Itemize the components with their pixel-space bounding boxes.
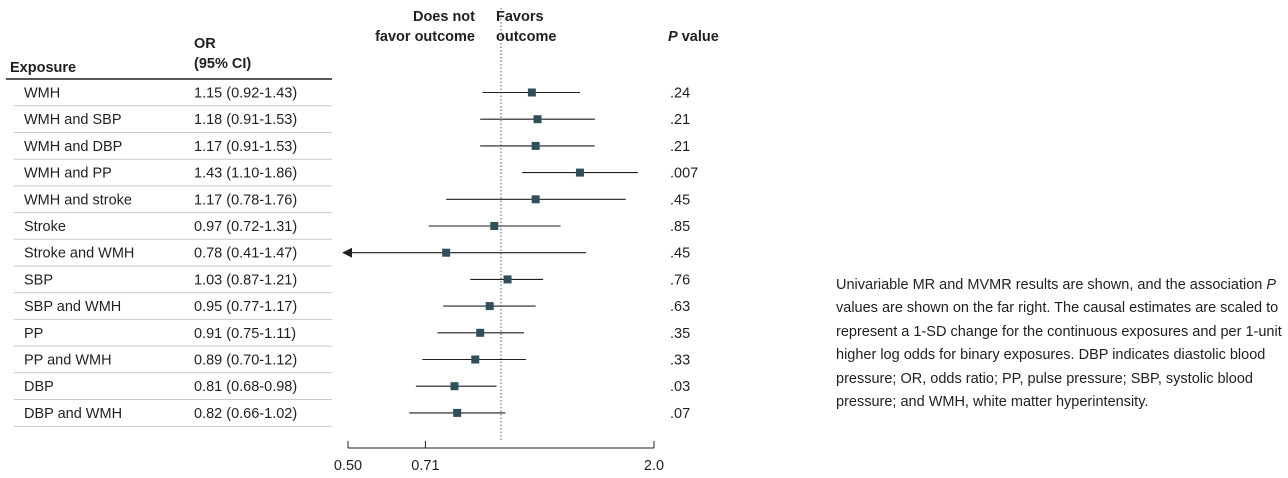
note-part1: Univariable MR and MVMR results are show… (836, 277, 1267, 293)
direction-label-right-line1: Favors (496, 9, 544, 25)
point-estimate-marker (453, 408, 462, 417)
row-exposure-label: WMH and PP (24, 166, 112, 182)
exposure-header: Exposure (10, 60, 76, 76)
point-estimate-marker (531, 141, 540, 150)
row-or-value: 1.03 (0.87-1.21) (194, 272, 297, 288)
row-or-value: 0.89 (0.70-1.12) (194, 353, 297, 369)
row-exposure-label: WMH and SBP (24, 112, 122, 128)
row-p-value: .63 (670, 299, 690, 315)
point-estimate-marker (490, 222, 499, 230)
note-part2: values are shown on the far right. The c… (836, 300, 1282, 411)
row-or-value: 0.91 (0.75-1.11) (194, 326, 296, 342)
row-exposure-label: WMH (24, 86, 60, 102)
row-or-value: 1.43 (1.10-1.86) (194, 166, 297, 182)
p-value-header-italic: P (668, 29, 678, 45)
x-axis-tick-label: 0.50 (334, 458, 362, 474)
row-p-value: .07 (670, 406, 690, 422)
row-or-value: 1.17 (0.91-1.53) (194, 139, 297, 155)
x-axis-tick-label: 0.71 (411, 458, 439, 474)
or-header-line2: (95% CI) (194, 56, 251, 72)
p-value-header-rest: value (678, 29, 719, 45)
row-exposure-label: WMH and stroke (24, 192, 132, 208)
direction-label-left-line1: Does not (413, 9, 475, 25)
row-or-value: 0.82 (0.66-1.02) (194, 406, 297, 422)
point-estimate-marker (503, 275, 512, 284)
note-p-italic: P (1266, 277, 1277, 293)
row-p-value: .21 (670, 139, 690, 155)
row-exposure-label: SBP and WMH (24, 299, 121, 315)
or-header-line1: OR (194, 36, 216, 52)
row-or-value: 0.97 (0.72-1.31) (194, 219, 297, 235)
point-estimate-marker (531, 195, 540, 204)
row-p-value: .21 (670, 112, 690, 128)
figure-note: Univariable MR and MVMR results are show… (836, 274, 1284, 414)
point-estimate-marker (450, 382, 459, 391)
point-estimate-marker (471, 355, 480, 364)
row-exposure-label: PP and WMH (24, 353, 112, 369)
direction-label-right-line2: outcome (496, 29, 556, 45)
row-or-value: 0.81 (0.68-0.98) (194, 379, 297, 395)
row-exposure-label: DBP and WMH (24, 406, 122, 422)
row-exposure-label: Stroke (24, 219, 66, 235)
point-estimate-marker (476, 328, 485, 337)
forest-plot: Exposure OR (95% CI) Does not favor outc… (6, 8, 719, 474)
x-axis: 0.50 0.71 2.0 (334, 441, 664, 474)
point-estimate-marker (533, 115, 542, 124)
row-p-value: .85 (670, 219, 690, 235)
row-p-value: .03 (670, 379, 690, 395)
row-or-value: 0.95 (0.77-1.17) (194, 299, 297, 315)
row-p-value: .33 (670, 353, 690, 369)
point-estimate-marker (575, 168, 584, 177)
point-estimate-marker (442, 248, 451, 257)
row-p-value: .45 (670, 246, 690, 262)
row-or-value: 1.15 (0.92-1.43) (194, 86, 297, 102)
row-exposure-label: WMH and DBP (24, 139, 122, 155)
row-p-value: .007 (670, 166, 698, 182)
row-exposure-label: SBP (24, 272, 53, 288)
row-p-value: .24 (670, 86, 690, 102)
row-or-value: 1.17 (0.78-1.76) (194, 192, 297, 208)
row-p-value: .35 (670, 326, 690, 342)
row-exposure-label: PP (24, 326, 43, 342)
x-axis-tick-label: 2.0 (644, 458, 664, 474)
row-or-value: 1.18 (0.91-1.53) (194, 112, 297, 128)
table-rows: WMH 1.15 (0.92-1.43) .24 WMH and SBP 1.18 (0… (14, 86, 698, 427)
point-estimate-marker (527, 88, 536, 97)
p-value-header: P value (668, 29, 719, 45)
row-exposure-label: Stroke and WMH (24, 246, 134, 262)
row-exposure-label: DBP (24, 379, 54, 395)
row-p-value: .45 (670, 192, 690, 208)
row-p-value: .76 (670, 272, 690, 288)
point-estimate-marker (485, 302, 494, 311)
confidence-intervals (342, 88, 638, 417)
row-or-value: 0.78 (0.41-1.47) (194, 246, 297, 262)
direction-label-left-line2: favor outcome (375, 29, 475, 45)
